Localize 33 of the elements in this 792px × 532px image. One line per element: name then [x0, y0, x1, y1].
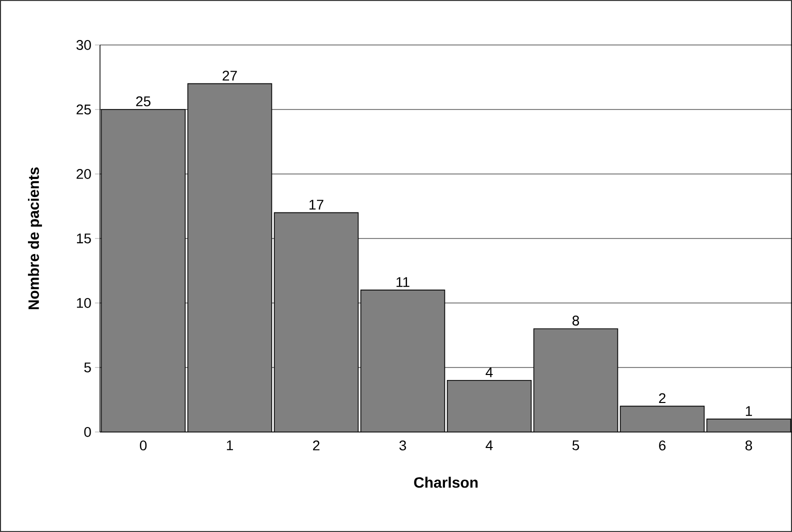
- data-label: 25: [136, 96, 150, 106]
- data-label: 8: [572, 316, 580, 326]
- bar: [620, 406, 704, 432]
- bar: [706, 418, 792, 432]
- bar: [101, 109, 186, 432]
- bar: [534, 328, 618, 432]
- y-tick-label: 0: [84, 427, 91, 437]
- x-axis-title: Charlson: [414, 476, 478, 488]
- bar: [360, 290, 445, 432]
- x-tick-label: 3: [399, 440, 406, 450]
- x-tick-label: 2: [313, 440, 320, 450]
- y-tick-label: 25: [76, 104, 91, 114]
- x-tick-label: 0: [140, 440, 147, 450]
- bar: [447, 380, 532, 432]
- x-tick-label: 1: [226, 440, 233, 450]
- x-tick-label: 5: [572, 440, 580, 450]
- data-label: 2: [659, 393, 666, 403]
- y-tick-label: 10: [76, 298, 91, 308]
- x-tick-label: 4: [486, 440, 493, 450]
- data-label: 27: [222, 70, 237, 80]
- bar: [188, 84, 272, 432]
- bar: [274, 212, 358, 432]
- data-label: 17: [310, 200, 324, 210]
- y-axis-title: Nombre de pacients: [28, 167, 42, 310]
- data-label: 1: [746, 406, 752, 416]
- y-tick-label: 30: [76, 40, 91, 50]
- y-tick-label: 20: [76, 169, 91, 179]
- x-tick-label: 6: [659, 440, 666, 450]
- y-tick-label: 5: [84, 362, 91, 372]
- x-tick-label: 8: [745, 440, 752, 450]
- y-tick-label: 15: [76, 234, 91, 244]
- data-label: 4: [486, 368, 493, 378]
- data-label: 11: [396, 277, 410, 287]
